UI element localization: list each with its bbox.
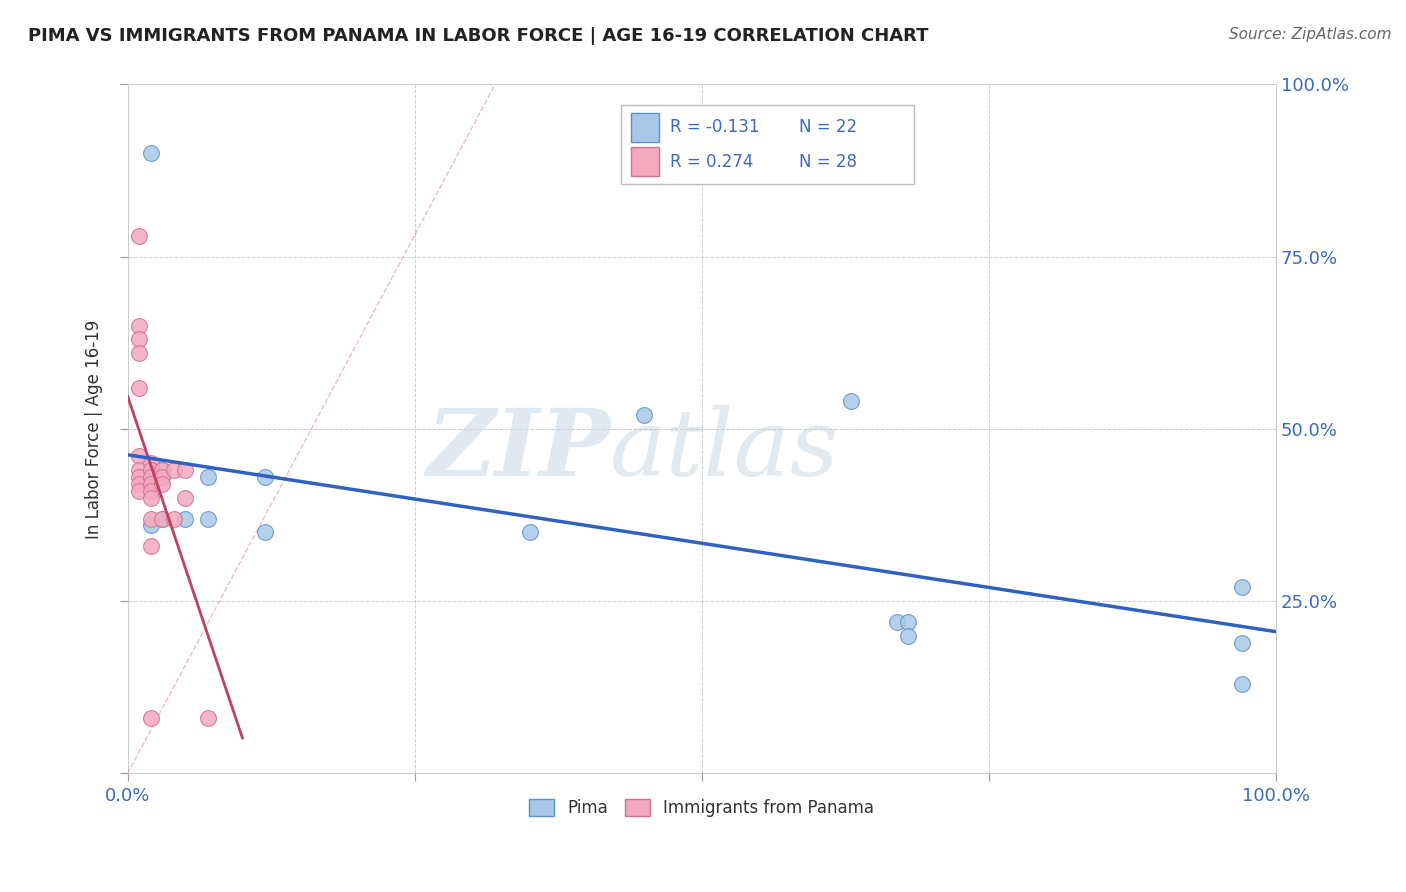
Point bbox=[139, 463, 162, 477]
Point bbox=[139, 146, 162, 161]
Text: Source: ZipAtlas.com: Source: ZipAtlas.com bbox=[1229, 27, 1392, 42]
Point bbox=[128, 332, 150, 346]
Bar bbox=[630, 147, 659, 176]
Point bbox=[139, 477, 162, 491]
Point bbox=[1230, 677, 1253, 691]
Point bbox=[254, 525, 277, 540]
Point bbox=[150, 511, 173, 525]
Y-axis label: In Labor Force | Age 16-19: In Labor Force | Age 16-19 bbox=[86, 319, 103, 539]
Text: N = 22: N = 22 bbox=[800, 118, 858, 136]
Point bbox=[128, 450, 150, 464]
Point bbox=[886, 615, 908, 629]
Legend: Pima, Immigrants from Panama: Pima, Immigrants from Panama bbox=[523, 792, 882, 823]
Point bbox=[128, 381, 150, 395]
Point bbox=[197, 711, 219, 725]
Point bbox=[633, 408, 655, 422]
Point bbox=[174, 511, 197, 525]
Point bbox=[139, 518, 162, 533]
Point bbox=[150, 470, 173, 484]
Point bbox=[162, 463, 184, 477]
Point bbox=[139, 477, 162, 491]
FancyBboxPatch shape bbox=[621, 105, 914, 185]
Point bbox=[139, 456, 162, 470]
Point bbox=[128, 463, 150, 477]
Point bbox=[1230, 581, 1253, 595]
Point bbox=[128, 229, 150, 244]
Point bbox=[139, 711, 162, 725]
Point bbox=[197, 470, 219, 484]
Point bbox=[150, 470, 173, 484]
Point bbox=[897, 615, 920, 629]
Bar bbox=[630, 112, 659, 142]
Point bbox=[139, 470, 162, 484]
Point bbox=[128, 470, 150, 484]
Point bbox=[139, 511, 162, 525]
Point bbox=[128, 483, 150, 498]
Text: N = 28: N = 28 bbox=[800, 153, 858, 170]
Text: R = -0.131: R = -0.131 bbox=[669, 118, 759, 136]
Point bbox=[139, 483, 162, 498]
Point bbox=[139, 470, 162, 484]
Point bbox=[139, 539, 162, 553]
Text: PIMA VS IMMIGRANTS FROM PANAMA IN LABOR FORCE | AGE 16-19 CORRELATION CHART: PIMA VS IMMIGRANTS FROM PANAMA IN LABOR … bbox=[28, 27, 928, 45]
Point bbox=[139, 463, 162, 477]
Point bbox=[839, 394, 862, 409]
Text: ZIP: ZIP bbox=[426, 405, 610, 494]
Point bbox=[162, 511, 184, 525]
Point bbox=[128, 346, 150, 360]
Point bbox=[150, 463, 173, 477]
Point bbox=[174, 463, 197, 477]
Point bbox=[519, 525, 541, 540]
Point bbox=[139, 491, 162, 505]
Point bbox=[1230, 635, 1253, 649]
Text: R = 0.274: R = 0.274 bbox=[669, 153, 754, 170]
Point bbox=[150, 511, 173, 525]
Point bbox=[174, 491, 197, 505]
Point bbox=[150, 477, 173, 491]
Text: atlas: atlas bbox=[610, 405, 839, 494]
Point bbox=[128, 318, 150, 333]
Point bbox=[128, 477, 150, 491]
Point bbox=[150, 463, 173, 477]
Point bbox=[197, 511, 219, 525]
Point bbox=[254, 470, 277, 484]
Point bbox=[897, 629, 920, 643]
